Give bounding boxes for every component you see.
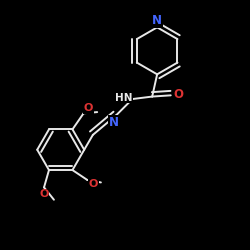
Text: N: N (152, 14, 162, 27)
Text: HN: HN (115, 92, 132, 102)
Text: O: O (39, 189, 49, 199)
Text: N: N (109, 116, 119, 129)
Text: O: O (89, 180, 98, 190)
Text: O: O (84, 103, 93, 113)
Text: O: O (173, 88, 183, 101)
